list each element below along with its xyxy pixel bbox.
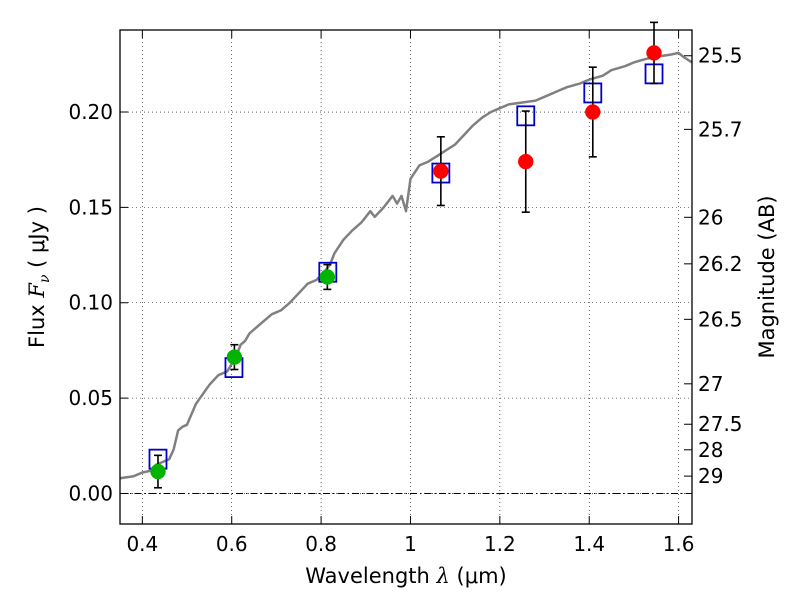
y-tick-label: 0.10 — [68, 291, 113, 315]
x-tick-label: 1.2 — [484, 532, 516, 556]
x-tick-label: 0.8 — [305, 532, 337, 556]
magnitude-tick-label: 25.5 — [698, 44, 743, 68]
sed-model-line — [119, 51, 693, 480]
magnitude-tick-label: 27.5 — [698, 412, 743, 436]
optical-detection-point — [319, 269, 336, 285]
magnitude-tick-label: 25.7 — [698, 117, 743, 141]
y-tick-label: 0.05 — [68, 386, 113, 410]
x-tick-label: 0.6 — [216, 532, 248, 556]
x-tick-label: 1 — [404, 532, 417, 556]
data-layer — [119, 21, 693, 489]
magnitude-tick-label: 29 — [698, 464, 723, 488]
near-ir-detection-point — [646, 45, 662, 61]
y-tick-label: 0.15 — [68, 195, 113, 219]
y-axis-title: Flux Fν ( μJy ) — [25, 206, 53, 348]
near-ir-detection-point — [518, 153, 534, 170]
near-ir-detection-point — [585, 104, 601, 120]
axis-ticks: 0.4 0.6 0.8 1 1.2 1.4 1.6 0.00 0.05 0.10 0.15 0.20 2… — [68, 30, 743, 556]
plot-background — [120, 30, 692, 524]
magnitude-tick-label: 28 — [698, 438, 723, 462]
optical-detection-point — [150, 463, 166, 480]
y2-axis-title: Magnitude (AB) — [755, 195, 779, 358]
optical-detection-point — [226, 349, 243, 365]
magnitude-tick-label: 26 — [698, 205, 723, 229]
magnitude-tick-label: 26.2 — [698, 252, 743, 276]
x-tick-label: 1.6 — [663, 532, 695, 556]
y-tick-label: 0.00 — [68, 481, 113, 505]
magnitude-tick-label: 26.5 — [698, 307, 743, 331]
plot-frame — [119, 29, 693, 525]
x-tick-label: 1.4 — [573, 532, 605, 556]
near-ir-detection-point — [433, 163, 449, 179]
x-tick-label: 0.4 — [126, 532, 158, 556]
magnitude-tick-label: 27 — [698, 372, 723, 396]
x-axis-title: Wavelength λ (μm) — [305, 564, 506, 588]
y-tick-label: 0.20 — [68, 100, 113, 124]
